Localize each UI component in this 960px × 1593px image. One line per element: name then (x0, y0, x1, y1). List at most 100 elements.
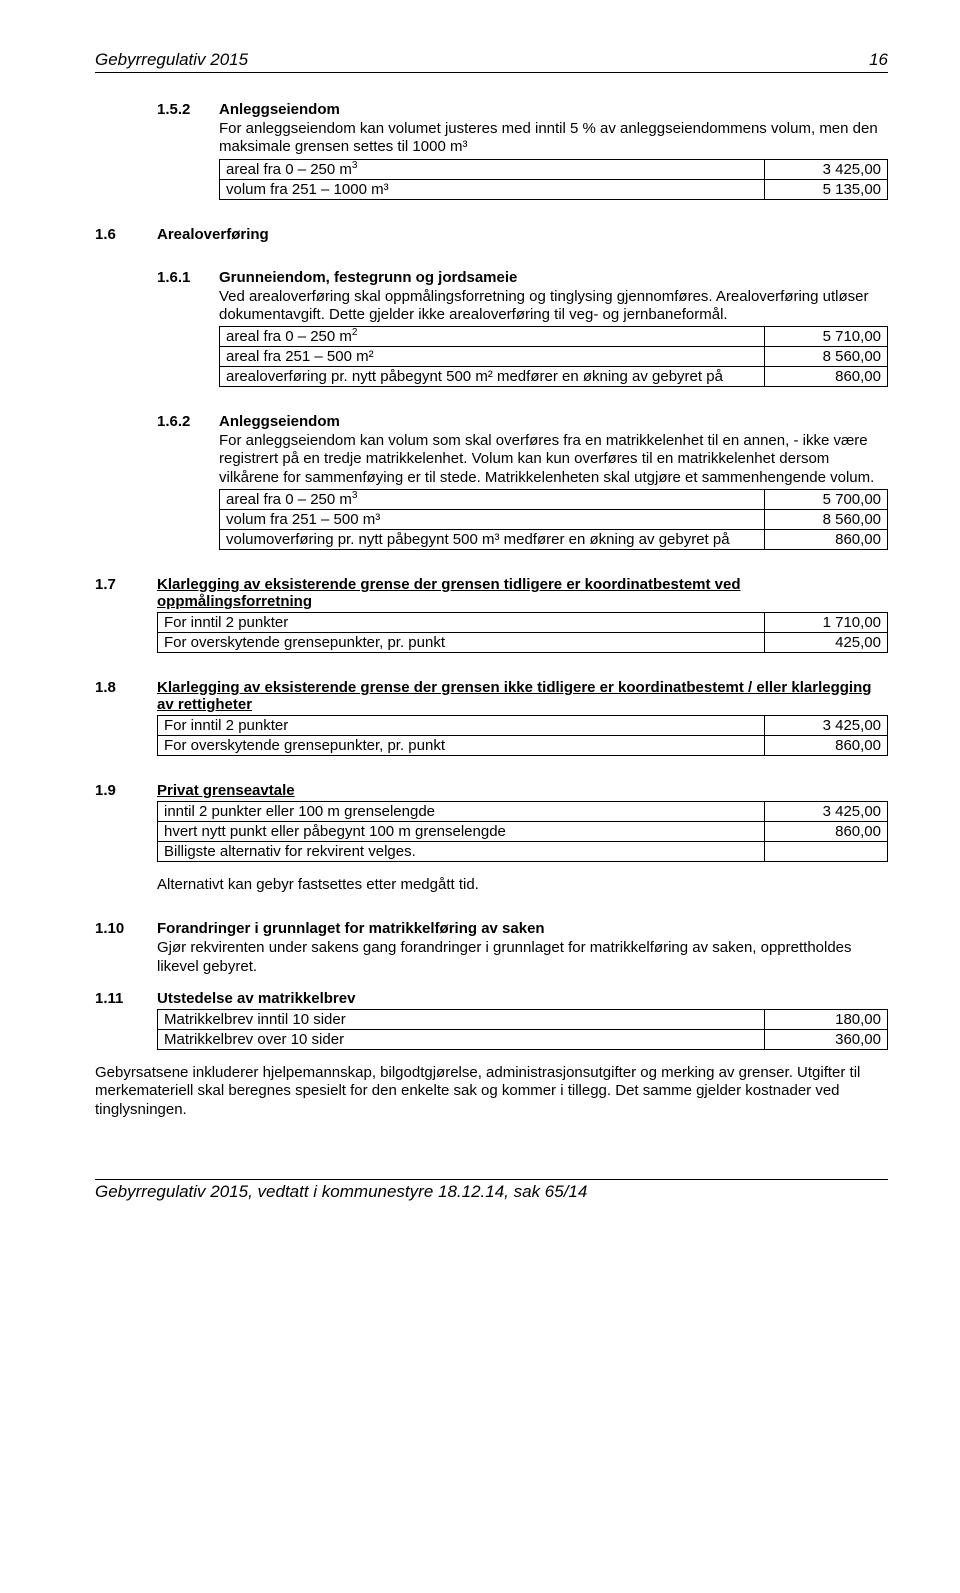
fee-amount (765, 842, 888, 862)
table-row: For inntil 2 punkter 1 710,00 (158, 613, 888, 633)
section-1-9: 1.9 Privat grenseavtale inntil 2 punkter… (95, 782, 888, 894)
section-title: Utstedelse av matrikkelbrev (157, 990, 355, 1007)
table-row: hvert nytt punkt eller påbegynt 100 m gr… (158, 822, 888, 842)
table-row: areal fra 0 – 250 m3 3 425,00 (220, 159, 888, 179)
table-row: For overskytende grensepunkter, pr. punk… (158, 633, 888, 653)
table-row: volumoverføring pr. nytt påbegynt 500 m³… (220, 530, 888, 550)
fee-amount: 1 710,00 (765, 613, 888, 633)
section-heading: 1.6.1 Grunneiendom, festegrunn og jordsa… (157, 269, 888, 286)
fee-amount: 3 425,00 (765, 159, 888, 179)
section-heading: 1.10 Forandringer i grunnlaget for matri… (95, 920, 888, 937)
fee-table: Matrikkelbrev inntil 10 sider 180,00 Mat… (157, 1009, 888, 1050)
fee-amount: 425,00 (765, 633, 888, 653)
section-1-6-1: 1.6.1 Grunneiendom, festegrunn og jordsa… (157, 269, 888, 388)
fee-amount: 5 710,00 (765, 327, 888, 347)
fee-label: inntil 2 punkter eller 100 m grenselengd… (158, 802, 765, 822)
table-row: volum fra 251 – 500 m³ 8 560,00 (220, 510, 888, 530)
section-1-6: 1.6 Arealoverføring (95, 226, 888, 243)
section-1-6-2: 1.6.2 Anleggseiendom For anleggseiendom … (157, 413, 888, 550)
fee-label: areal fra 251 – 500 m² (220, 347, 765, 367)
fee-table: For inntil 2 punkter 1 710,00 For oversk… (157, 612, 888, 653)
fee-table: areal fra 0 – 250 m3 5 700,00 volum fra … (219, 489, 888, 550)
fee-amount: 360,00 (765, 1029, 888, 1049)
section-1-7: 1.7 Klarlegging av eksisterende grense d… (95, 576, 888, 653)
page-header: Gebyrregulativ 2015 16 (95, 50, 888, 73)
section-number: 1.10 (95, 920, 157, 937)
table-row: areal fra 0 – 250 m3 5 700,00 (220, 490, 888, 510)
fee-amount: 180,00 (765, 1009, 888, 1029)
fee-label: Billigste alternativ for rekvirent velge… (158, 842, 765, 862)
section-1-11: 1.11 Utstedelse av matrikkelbrev Matrikk… (95, 990, 888, 1050)
fee-label: Matrikkelbrev inntil 10 sider (158, 1009, 765, 1029)
fee-label: For inntil 2 punkter (158, 613, 765, 633)
section-title: Grunneiendom, festegrunn og jordsameie (219, 269, 517, 286)
fee-label: volum fra 251 – 1000 m³ (220, 179, 765, 199)
section-number: 1.6.2 (157, 413, 219, 430)
fee-amount: 8 560,00 (765, 347, 888, 367)
table-row: areal fra 0 – 250 m2 5 710,00 (220, 327, 888, 347)
fee-label: volumoverføring pr. nytt påbegynt 500 m³… (220, 530, 765, 550)
section-heading: 1.8 Klarlegging av eksisterende grense d… (95, 679, 888, 713)
table-row: Matrikkelbrev over 10 sider 360,00 (158, 1029, 888, 1049)
closing-paragraph: Gebyrsatsene inkluderer hjelpemannskap, … (95, 1064, 888, 1119)
section-body: For anleggseiendom kan volum som skal ov… (219, 432, 888, 487)
section-1-10: 1.10 Forandringer i grunnlaget for matri… (95, 920, 888, 976)
fee-table: inntil 2 punkter eller 100 m grenselengd… (157, 801, 888, 862)
section-number: 1.9 (95, 782, 157, 799)
fee-amount: 860,00 (765, 367, 888, 387)
fee-amount: 860,00 (765, 736, 888, 756)
fee-amount: 5 700,00 (765, 490, 888, 510)
fee-amount: 3 425,00 (765, 716, 888, 736)
table-row: Billigste alternativ for rekvirent velge… (158, 842, 888, 862)
section-title: Arealoverføring (157, 226, 269, 243)
fee-label: For overskytende grensepunkter, pr. punk… (158, 736, 765, 756)
fee-label: For inntil 2 punkter (158, 716, 765, 736)
header-title: Gebyrregulativ 2015 (95, 50, 248, 70)
section-body: Ved arealoverføring skal oppmålingsforre… (219, 288, 888, 325)
section-title: Forandringer i grunnlaget for matrikkelf… (157, 920, 545, 937)
section-number: 1.11 (95, 990, 157, 1007)
table-row: arealoverføring pr. nytt påbegynt 500 m²… (220, 367, 888, 387)
section-title: Klarlegging av eksisterende grense der g… (157, 576, 888, 610)
section-heading: 1.6.2 Anleggseiendom (157, 413, 888, 430)
fee-label: areal fra 0 – 250 m3 (220, 490, 765, 510)
section-body: Gjør rekvirenten under sakens gang foran… (157, 939, 888, 976)
fee-label: For overskytende grensepunkter, pr. punk… (158, 633, 765, 653)
fee-label: hvert nytt punkt eller påbegynt 100 m gr… (158, 822, 765, 842)
table-row: areal fra 251 – 500 m² 8 560,00 (220, 347, 888, 367)
table-row: Matrikkelbrev inntil 10 sider 180,00 (158, 1009, 888, 1029)
section-1-5-2: 1.5.2 Anleggseiendom For anleggseiendom … (157, 101, 888, 200)
section-body: For anleggseiendom kan volumet justeres … (219, 120, 888, 157)
section-title: Privat grenseavtale (157, 782, 295, 799)
page: Gebyrregulativ 2015 16 1.5.2 Anleggseien… (0, 0, 960, 1242)
section-title: Anleggseiendom (219, 101, 340, 118)
section-1-8: 1.8 Klarlegging av eksisterende grense d… (95, 679, 888, 756)
section-title: Anleggseiendom (219, 413, 340, 430)
fee-table: areal fra 0 – 250 m2 5 710,00 areal fra … (219, 326, 888, 387)
page-footer: Gebyrregulativ 2015, vedtatt i kommunest… (95, 1179, 888, 1202)
section-number: 1.6 (95, 226, 157, 243)
section-number: 1.6.1 (157, 269, 219, 286)
fee-amount: 860,00 (765, 822, 888, 842)
table-row: volum fra 251 – 1000 m³ 5 135,00 (220, 179, 888, 199)
fee-label: Matrikkelbrev over 10 sider (158, 1029, 765, 1049)
fee-label: areal fra 0 – 250 m3 (220, 159, 765, 179)
section-heading: 1.11 Utstedelse av matrikkelbrev (95, 990, 888, 1007)
section-heading: 1.6 Arealoverføring (95, 226, 888, 243)
section-number: 1.8 (95, 679, 157, 713)
fee-table: areal fra 0 – 250 m3 3 425,00 volum fra … (219, 159, 888, 200)
section-heading: 1.7 Klarlegging av eksisterende grense d… (95, 576, 888, 610)
section-number: 1.5.2 (157, 101, 219, 118)
fee-amount: 3 425,00 (765, 802, 888, 822)
fee-amount: 860,00 (765, 530, 888, 550)
section-after-text: Alternativt kan gebyr fastsettes etter m… (157, 876, 888, 894)
header-page-number: 16 (869, 50, 888, 70)
fee-label: volum fra 251 – 500 m³ (220, 510, 765, 530)
fee-label: areal fra 0 – 250 m2 (220, 327, 765, 347)
section-heading: 1.9 Privat grenseavtale (95, 782, 888, 799)
table-row: inntil 2 punkter eller 100 m grenselengd… (158, 802, 888, 822)
section-number: 1.7 (95, 576, 157, 610)
fee-amount: 8 560,00 (765, 510, 888, 530)
table-row: For overskytende grensepunkter, pr. punk… (158, 736, 888, 756)
table-row: For inntil 2 punkter 3 425,00 (158, 716, 888, 736)
